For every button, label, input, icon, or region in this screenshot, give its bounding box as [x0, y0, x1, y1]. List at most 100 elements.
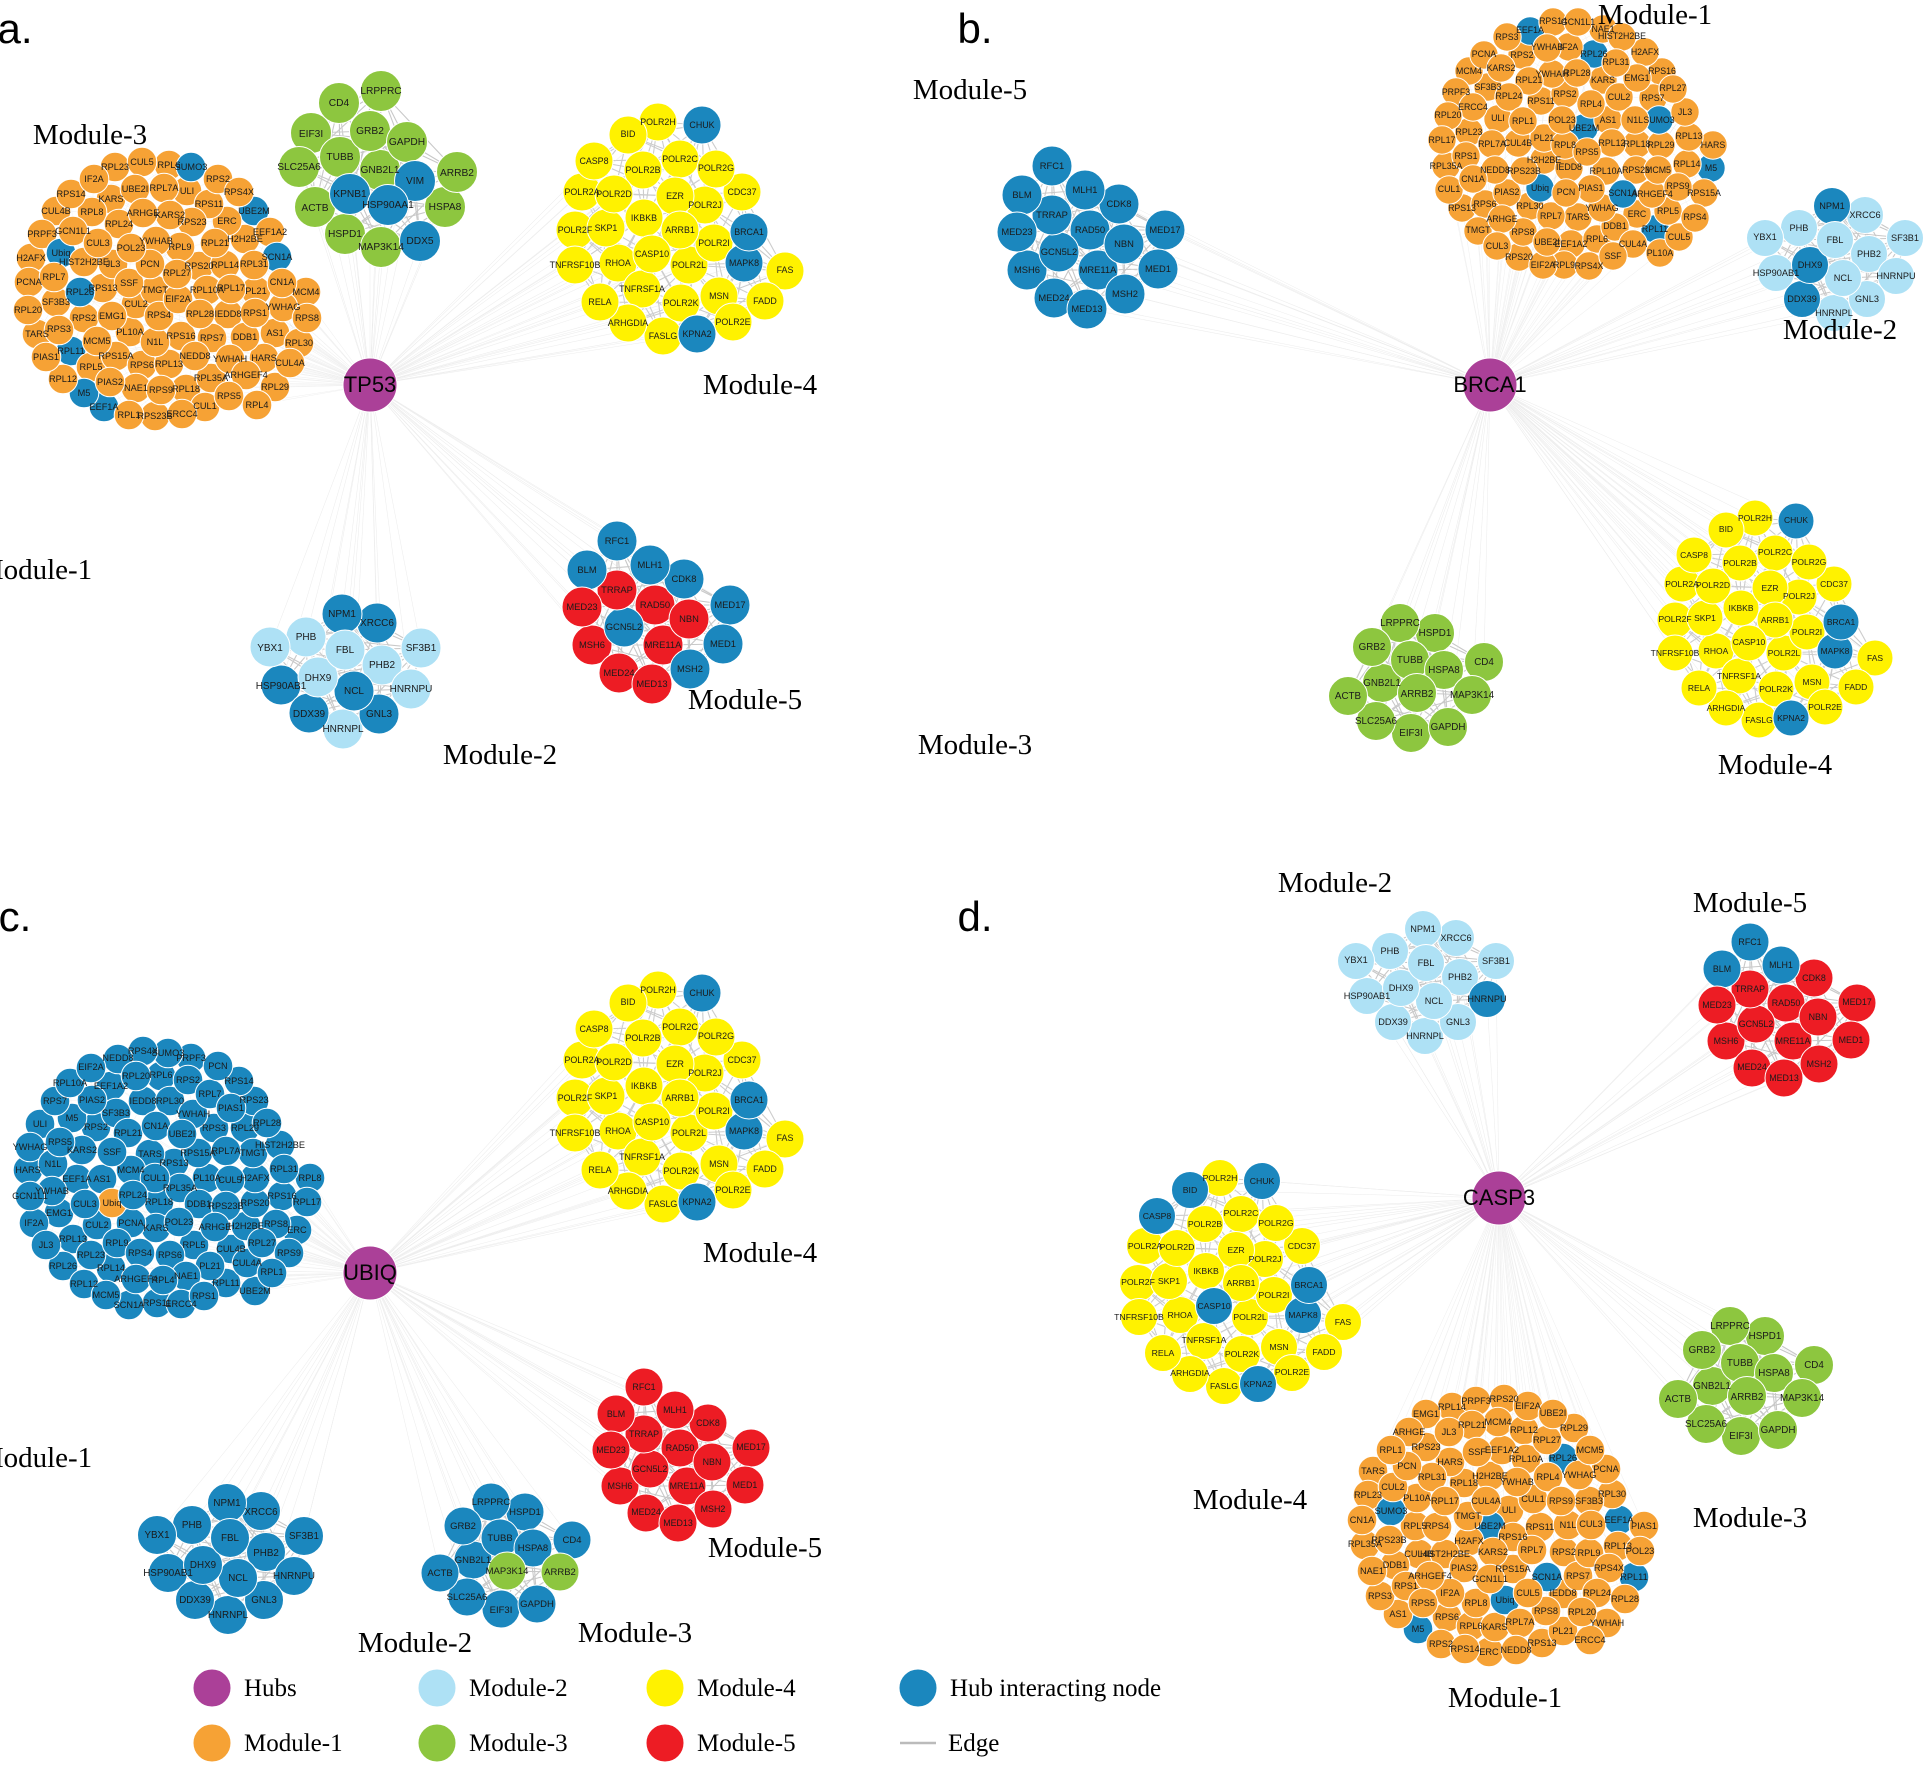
svg-text:RPS1: RPS1 [1394, 1581, 1418, 1591]
svg-text:RPL14: RPL14 [211, 260, 239, 270]
svg-text:CDK8: CDK8 [696, 1418, 720, 1428]
svg-text:N1L: N1L [45, 1159, 62, 1169]
svg-text:MED1: MED1 [1145, 263, 1171, 274]
svg-text:NAE1: NAE1 [1360, 1566, 1384, 1576]
svg-text:RPL21: RPL21 [201, 238, 229, 248]
svg-text:CUL4A: CUL4A [1619, 239, 1647, 249]
svg-text:NPM1: NPM1 [1410, 924, 1436, 934]
svg-text:PL21: PL21 [199, 1261, 220, 1271]
svg-text:ARRB1: ARRB1 [1761, 615, 1790, 625]
svg-text:TMGT: TMGT [1466, 225, 1492, 235]
svg-text:POLR2I: POLR2I [698, 238, 730, 248]
svg-text:RPL7A: RPL7A [211, 1146, 241, 1156]
svg-text:IEDD8: IEDD8 [1556, 162, 1582, 172]
svg-text:EEF1A: EEF1A [1516, 25, 1544, 35]
svg-text:SKP1: SKP1 [595, 223, 618, 233]
svg-text:HARS: HARS [1701, 140, 1726, 150]
svg-text:Module-4: Module-4 [703, 369, 818, 401]
svg-text:GCN5L2: GCN5L2 [1041, 246, 1077, 257]
svg-text:DDB1: DDB1 [1603, 221, 1627, 231]
svg-text:RPL24: RPL24 [1583, 1588, 1611, 1598]
svg-text:TARS: TARS [1361, 1466, 1385, 1476]
svg-text:DDX5: DDX5 [406, 236, 434, 247]
svg-text:DDX39: DDX39 [1787, 294, 1817, 304]
svg-text:RPS1: RPS1 [1455, 151, 1478, 161]
svg-text:GRB2: GRB2 [1359, 642, 1386, 653]
svg-text:IF2A: IF2A [1440, 1588, 1460, 1598]
svg-text:YWHAH: YWHAH [213, 354, 247, 364]
svg-text:UBE2I: UBE2I [122, 184, 149, 194]
svg-text:YWHAB: YWHAB [1500, 1477, 1534, 1487]
svg-text:SCN1A: SCN1A [114, 1300, 146, 1310]
svg-text:AS1: AS1 [1389, 1609, 1406, 1619]
svg-text:TARS: TARS [1567, 212, 1590, 222]
svg-text:NAE1: NAE1 [124, 383, 148, 393]
svg-text:RPL6: RPL6 [1460, 1621, 1483, 1631]
svg-text:RPL12: RPL12 [1510, 1425, 1538, 1435]
svg-text:POL23: POL23 [1626, 1546, 1655, 1556]
svg-text:HSP90AA1: HSP90AA1 [362, 200, 414, 211]
svg-text:PIAS1: PIAS1 [1631, 1521, 1657, 1531]
svg-text:YBX1: YBX1 [144, 1530, 169, 1541]
svg-text:SKP1: SKP1 [1694, 613, 1716, 623]
svg-text:POLR2H: POLR2H [1203, 1173, 1238, 1183]
svg-text:EEF1A: EEF1A [89, 402, 119, 412]
svg-text:PIAS2: PIAS2 [79, 1095, 105, 1105]
svg-text:NBN: NBN [1114, 238, 1134, 249]
svg-text:GRB2: GRB2 [1689, 1345, 1716, 1356]
svg-text:MAPK8: MAPK8 [729, 1126, 759, 1136]
svg-text:POLR2L: POLR2L [672, 1128, 706, 1138]
svg-text:M5: M5 [66, 1113, 79, 1123]
svg-text:EEF1A: EEF1A [62, 1174, 92, 1184]
svg-text:EIF3I: EIF3I [299, 129, 323, 140]
svg-text:EIF2A: EIF2A [1531, 260, 1556, 270]
svg-text:CDC37: CDC37 [1820, 579, 1848, 589]
svg-text:MCM4: MCM4 [292, 287, 319, 297]
svg-text:Module-1: Module-1 [1598, 0, 1712, 31]
svg-text:GAPDH: GAPDH [1431, 722, 1466, 733]
svg-text:RPS6: RPS6 [130, 360, 154, 370]
svg-text:MCM5: MCM5 [83, 336, 110, 346]
svg-text:RPS13: RPS13 [159, 1158, 188, 1168]
svg-text:MSH2: MSH2 [677, 663, 703, 674]
svg-text:POLR2C: POLR2C [662, 1022, 698, 1032]
svg-text:RPL23: RPL23 [77, 1250, 105, 1260]
svg-text:SUMO3: SUMO3 [1375, 1506, 1408, 1516]
svg-text:DDX39: DDX39 [1378, 1017, 1408, 1027]
svg-text:YWHAH: YWHAH [1590, 1618, 1624, 1628]
svg-text:PHB2: PHB2 [1857, 249, 1881, 259]
svg-text:RPL10A: RPL10A [1590, 166, 1623, 176]
svg-text:ARHGEF4: ARHGEF4 [1408, 1571, 1451, 1581]
svg-text:ERC: ERC [217, 216, 237, 226]
svg-text:MED17: MED17 [1149, 224, 1180, 235]
svg-text:RPL7: RPL7 [43, 272, 66, 282]
svg-text:Module-4: Module-4 [1718, 749, 1833, 781]
svg-text:CUL2: CUL2 [85, 1220, 109, 1230]
svg-text:GAPDH: GAPDH [1761, 1425, 1796, 1436]
svg-text:HIST2H2BE: HIST2H2BE [1420, 1549, 1470, 1559]
svg-text:HARS: HARS [251, 353, 277, 363]
svg-text:GNL3: GNL3 [366, 709, 393, 720]
svg-text:POLR2E: POLR2E [1808, 702, 1842, 712]
svg-text:RFC1: RFC1 [605, 535, 629, 546]
svg-text:RPS4: RPS4 [128, 1248, 152, 1258]
svg-text:HNRNPL: HNRNPL [208, 1610, 249, 1621]
svg-text:HSP90AB1: HSP90AB1 [1344, 991, 1390, 1001]
svg-text:RPL4: RPL4 [1580, 99, 1602, 109]
svg-text:RPL20: RPL20 [14, 305, 42, 315]
svg-text:PHB: PHB [1790, 223, 1809, 233]
svg-text:POLR2K: POLR2K [663, 298, 698, 308]
svg-text:VIM: VIM [406, 176, 424, 187]
svg-text:TNFRSF10B: TNFRSF10B [1651, 648, 1700, 658]
svg-text:ARHGE: ARHGE [127, 208, 160, 218]
svg-text:CUL3: CUL3 [1579, 1519, 1603, 1529]
svg-text:SSF: SSF [103, 1147, 121, 1157]
svg-text:GNL3: GNL3 [251, 1595, 277, 1606]
svg-text:NBN: NBN [703, 1457, 722, 1467]
svg-text:DHX9: DHX9 [305, 673, 332, 684]
svg-text:EIF2A: EIF2A [1515, 1401, 1541, 1411]
svg-text:Module-4: Module-4 [703, 1237, 818, 1269]
svg-text:BLM: BLM [607, 1409, 625, 1419]
svg-text:ARRB1: ARRB1 [665, 1093, 695, 1103]
svg-text:MCM4: MCM4 [1484, 1417, 1511, 1427]
